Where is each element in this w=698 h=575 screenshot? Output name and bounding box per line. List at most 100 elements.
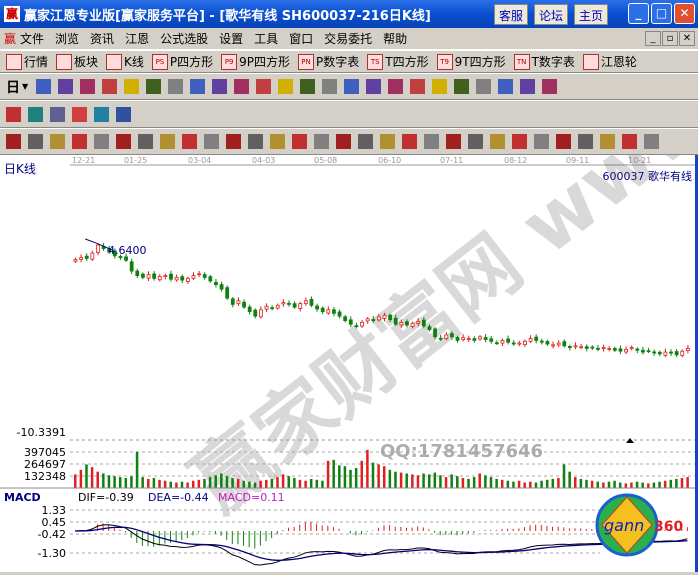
forum-button[interactable]: 论坛 (534, 4, 569, 25)
drawing-tool-29-icon[interactable] (644, 134, 659, 149)
chart-tool-20-icon[interactable] (476, 79, 492, 94)
menu-formula[interactable]: 公式选股 (160, 32, 209, 46)
chart-tool-14-icon[interactable] (344, 79, 360, 94)
drawing-tool-10-icon[interactable] (226, 134, 241, 149)
utility-1-icon[interactable] (28, 106, 43, 122)
drawing-tool-4-icon[interactable] (94, 134, 109, 149)
chart-tool-3-icon[interactable] (102, 79, 118, 94)
utility-2-icon[interactable] (50, 106, 65, 122)
menu-browse[interactable]: 浏览 (55, 32, 80, 46)
volume-bar (562, 464, 566, 488)
chart-tool-13-icon[interactable] (322, 79, 338, 94)
chart-tool-9-icon[interactable] (234, 79, 250, 94)
utility-4-icon[interactable] (94, 106, 109, 122)
menu-trade[interactable]: 交易委托 (324, 32, 373, 46)
menu-news[interactable]: 资讯 (90, 32, 115, 46)
chart-tool-10-icon[interactable] (256, 79, 272, 94)
mdi-minimize-icon[interactable]: _ (645, 31, 661, 46)
drawing-tool-1-icon[interactable] (28, 134, 43, 149)
chart-tool-18-icon[interactable] (432, 79, 448, 94)
candle (146, 271, 151, 281)
chart-tool-8-icon[interactable] (212, 79, 228, 94)
drawing-tool-14-icon[interactable] (314, 134, 329, 149)
chart-tool-0-icon[interactable] (36, 79, 52, 94)
svg-text:gann: gann (604, 516, 644, 535)
chart-tool-11-icon[interactable] (278, 79, 294, 94)
toolbar-button-6[interactable]: TS T四方形 (367, 53, 429, 70)
toolbar-button-5[interactable]: PN P数字表 (298, 53, 359, 70)
drawing-tool-13-icon[interactable] (292, 134, 307, 149)
drawing-tool-21-icon[interactable] (468, 134, 483, 149)
toolbar-button-2[interactable]: K线 (106, 53, 144, 70)
menu-settings[interactable]: 设置 (219, 32, 244, 46)
chart-tool-22-icon[interactable] (520, 79, 536, 94)
toolbar-button-8[interactable]: TN T数字表 (513, 53, 575, 70)
chart-tool-21-icon[interactable] (498, 79, 514, 94)
menu-file[interactable]: 文件 (20, 32, 45, 46)
chart-tool-7-icon[interactable] (190, 79, 206, 94)
chart-tool-19-icon[interactable] (454, 79, 470, 94)
drawing-tool-18-icon[interactable] (402, 134, 417, 149)
maximize-icon[interactable]: □ (651, 3, 672, 24)
toolbar-utilities (0, 100, 698, 128)
service-button[interactable]: 客服 (494, 4, 529, 25)
drawing-tool-28-icon[interactable] (622, 134, 637, 149)
drawing-tool-7-icon[interactable] (160, 134, 175, 149)
drawing-tool-20-icon[interactable] (446, 134, 461, 149)
drawing-tool-17-icon[interactable] (380, 134, 395, 149)
drawing-tool-26-icon[interactable] (578, 134, 593, 149)
toolbar-button-3[interactable]: PS P四方形 (151, 53, 213, 70)
drawing-tool-6-icon[interactable] (138, 134, 153, 149)
drawing-tool-23-icon[interactable] (512, 134, 527, 149)
chart-tool-16-icon[interactable] (388, 79, 404, 94)
toolbar-button-7[interactable]: T9 9T四方形 (436, 53, 506, 70)
utility-5-icon[interactable] (116, 106, 131, 122)
drawing-tool-24-icon[interactable] (534, 134, 549, 149)
drawing-tool-22-icon[interactable] (490, 134, 505, 149)
homepage-button[interactable]: 主页 (574, 4, 609, 25)
drawing-tool-0-icon[interactable] (6, 134, 21, 149)
utility-3-icon[interactable] (72, 106, 87, 122)
chart-tool-15-icon[interactable] (366, 79, 382, 94)
stock-name: 600037 歌华有线 (603, 169, 693, 183)
drawing-tool-16-icon[interactable] (358, 134, 373, 149)
minimize-icon[interactable]: _ (628, 3, 649, 24)
toolbar-button-1[interactable]: 板块 (56, 53, 98, 70)
candle (494, 340, 499, 345)
close-icon[interactable]: ✕ (674, 3, 695, 24)
drawing-tool-5-icon[interactable] (116, 134, 131, 149)
chart-tool-1-icon[interactable] (58, 79, 74, 94)
volume-bar (478, 473, 482, 488)
toolbar-button-9[interactable]: 江恩轮 (582, 53, 637, 70)
drawing-tool-15-icon[interactable] (336, 134, 351, 149)
candle (197, 270, 202, 278)
drawing-tool-2-icon[interactable] (50, 134, 65, 149)
menu-help[interactable]: 帮助 (383, 32, 408, 46)
chart-tool-23-icon[interactable] (542, 79, 558, 94)
period-select[interactable]: 日 (6, 79, 20, 96)
utility-0-icon[interactable] (6, 106, 21, 122)
drawing-tool-25-icon[interactable] (556, 134, 571, 149)
menu-gann[interactable]: 江恩 (125, 32, 150, 46)
chart-tool-6-icon[interactable] (168, 79, 184, 94)
chart-tool-5-icon[interactable] (146, 79, 162, 94)
menu-tools[interactable]: 工具 (254, 32, 279, 46)
chart-tool-2-icon[interactable] (80, 79, 96, 94)
drawing-tool-27-icon[interactable] (600, 134, 615, 149)
drawing-tool-3-icon[interactable] (72, 134, 87, 149)
chart-tool-17-icon[interactable] (410, 79, 426, 94)
drawing-tool-9-icon[interactable] (204, 134, 219, 149)
toolbar-button-4[interactable]: P9 9P四方形 (221, 53, 290, 70)
mdi-restore-icon[interactable]: ▫ (662, 31, 678, 46)
mdi-close-icon[interactable]: ✕ (679, 31, 695, 46)
drawing-tool-11-icon[interactable] (248, 134, 263, 149)
chart-tool-12-icon[interactable] (300, 79, 316, 94)
menu-window[interactable]: 窗口 (289, 32, 314, 46)
chart-tool-4-icon[interactable] (124, 79, 140, 94)
drawing-tool-8-icon[interactable] (182, 134, 197, 149)
drawing-tool-19-icon[interactable] (424, 134, 439, 149)
toolbar-button-0[interactable]: 行情 (6, 53, 48, 70)
chevron-down-icon[interactable]: ▼ (22, 82, 29, 91)
drawing-tool-12-icon[interactable] (270, 134, 285, 149)
